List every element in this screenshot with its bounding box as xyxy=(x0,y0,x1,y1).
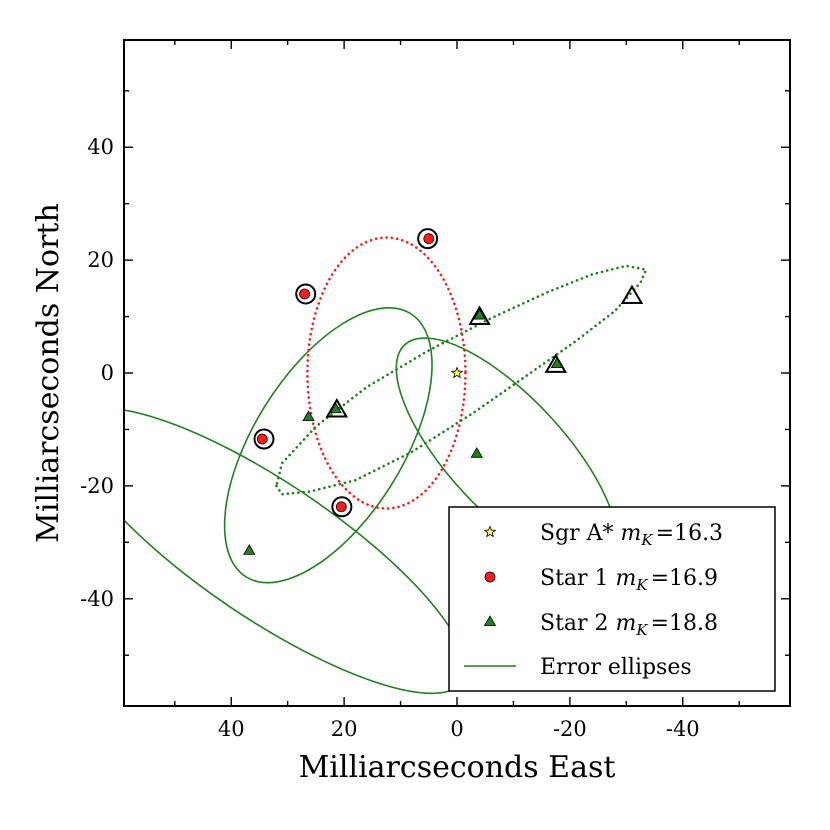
star-1-point xyxy=(423,233,435,245)
y-tick-label: 0 xyxy=(101,361,114,385)
y-tick-label: 20 xyxy=(87,248,114,272)
star-1-point xyxy=(299,288,311,300)
x-axis-label: Milliarcseconds East xyxy=(299,750,616,785)
star-2-point xyxy=(302,410,315,422)
highlight-circle-marker xyxy=(253,428,275,450)
star-2-point xyxy=(550,357,564,368)
legend-label: Star 1 mK =16.9 xyxy=(540,566,718,594)
highlight-triangle-marker xyxy=(620,284,644,305)
star-2-point xyxy=(329,402,342,414)
error-ellipse-1 xyxy=(223,307,433,584)
highlight-circle-marker xyxy=(331,496,353,518)
highlight-markers xyxy=(253,228,644,518)
data-points xyxy=(243,233,564,555)
star-2-point xyxy=(473,308,486,320)
x-tick-label: 0 xyxy=(450,717,463,741)
orbit-star-1 xyxy=(306,236,467,510)
star-2-point xyxy=(243,544,256,555)
highlight-circle-marker xyxy=(295,283,317,305)
x-tick-label: -20 xyxy=(553,717,587,741)
x-tick-label: -40 xyxy=(666,717,700,741)
y-tick-label: 40 xyxy=(87,135,114,159)
legend-label: Error ellipses xyxy=(540,655,692,680)
sgr-a-point xyxy=(450,366,464,379)
legend-triangle-icon xyxy=(483,615,497,627)
legend-circle-icon xyxy=(484,571,496,583)
x-tick-label: 40 xyxy=(218,717,245,741)
highlight-triangle-marker xyxy=(468,305,491,325)
star-1-point xyxy=(335,501,347,513)
legend-label: Star 2 mK =18.8 xyxy=(540,611,718,639)
legend: Sgr A* mK =16.3 Star 1 mK =16.9 Star 2 mK =18… xyxy=(448,506,776,692)
x-tick-label: 20 xyxy=(331,717,358,741)
orbit-star-2 xyxy=(275,264,648,496)
y-tick-label: -40 xyxy=(80,587,114,611)
error-ellipse-3 xyxy=(124,407,467,695)
highlight-circle-marker xyxy=(417,228,439,250)
star-1-point xyxy=(256,433,268,445)
y-axis-label: Milliarcseconds North xyxy=(31,203,66,543)
legend-label: Sgr A* mK =16.3 xyxy=(540,521,723,549)
highlight-triangle-marker xyxy=(325,398,349,418)
ticks: 40 20 0 -20 -40 40 20 0 -20 -40 xyxy=(80,40,790,741)
legend-box xyxy=(448,506,776,692)
orbits xyxy=(275,236,648,510)
y-tick-label: -20 xyxy=(80,474,114,498)
star-2-point xyxy=(470,447,483,458)
legend-star-icon xyxy=(483,525,497,538)
